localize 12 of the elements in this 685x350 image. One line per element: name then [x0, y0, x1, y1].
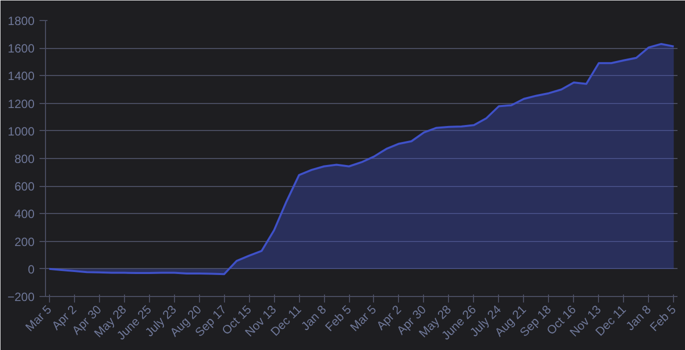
- y-tick-label: −200: [7, 290, 35, 304]
- y-tick-label: 1400: [8, 69, 35, 84]
- y-tick-label: 600: [14, 180, 35, 194]
- y-tick-label: 1000: [8, 124, 35, 138]
- y-tick-label: 1200: [8, 96, 35, 111]
- x-tick-label: Mar 5: [22, 302, 54, 334]
- y-tick-label: 1800: [8, 14, 35, 28]
- y-tick-label: 200: [14, 234, 35, 249]
- y-tick-label: 1600: [8, 42, 35, 56]
- y-tick-label: 800: [14, 152, 35, 166]
- y-tick-label: 400: [14, 207, 35, 222]
- y-tick-label: 0: [28, 262, 35, 276]
